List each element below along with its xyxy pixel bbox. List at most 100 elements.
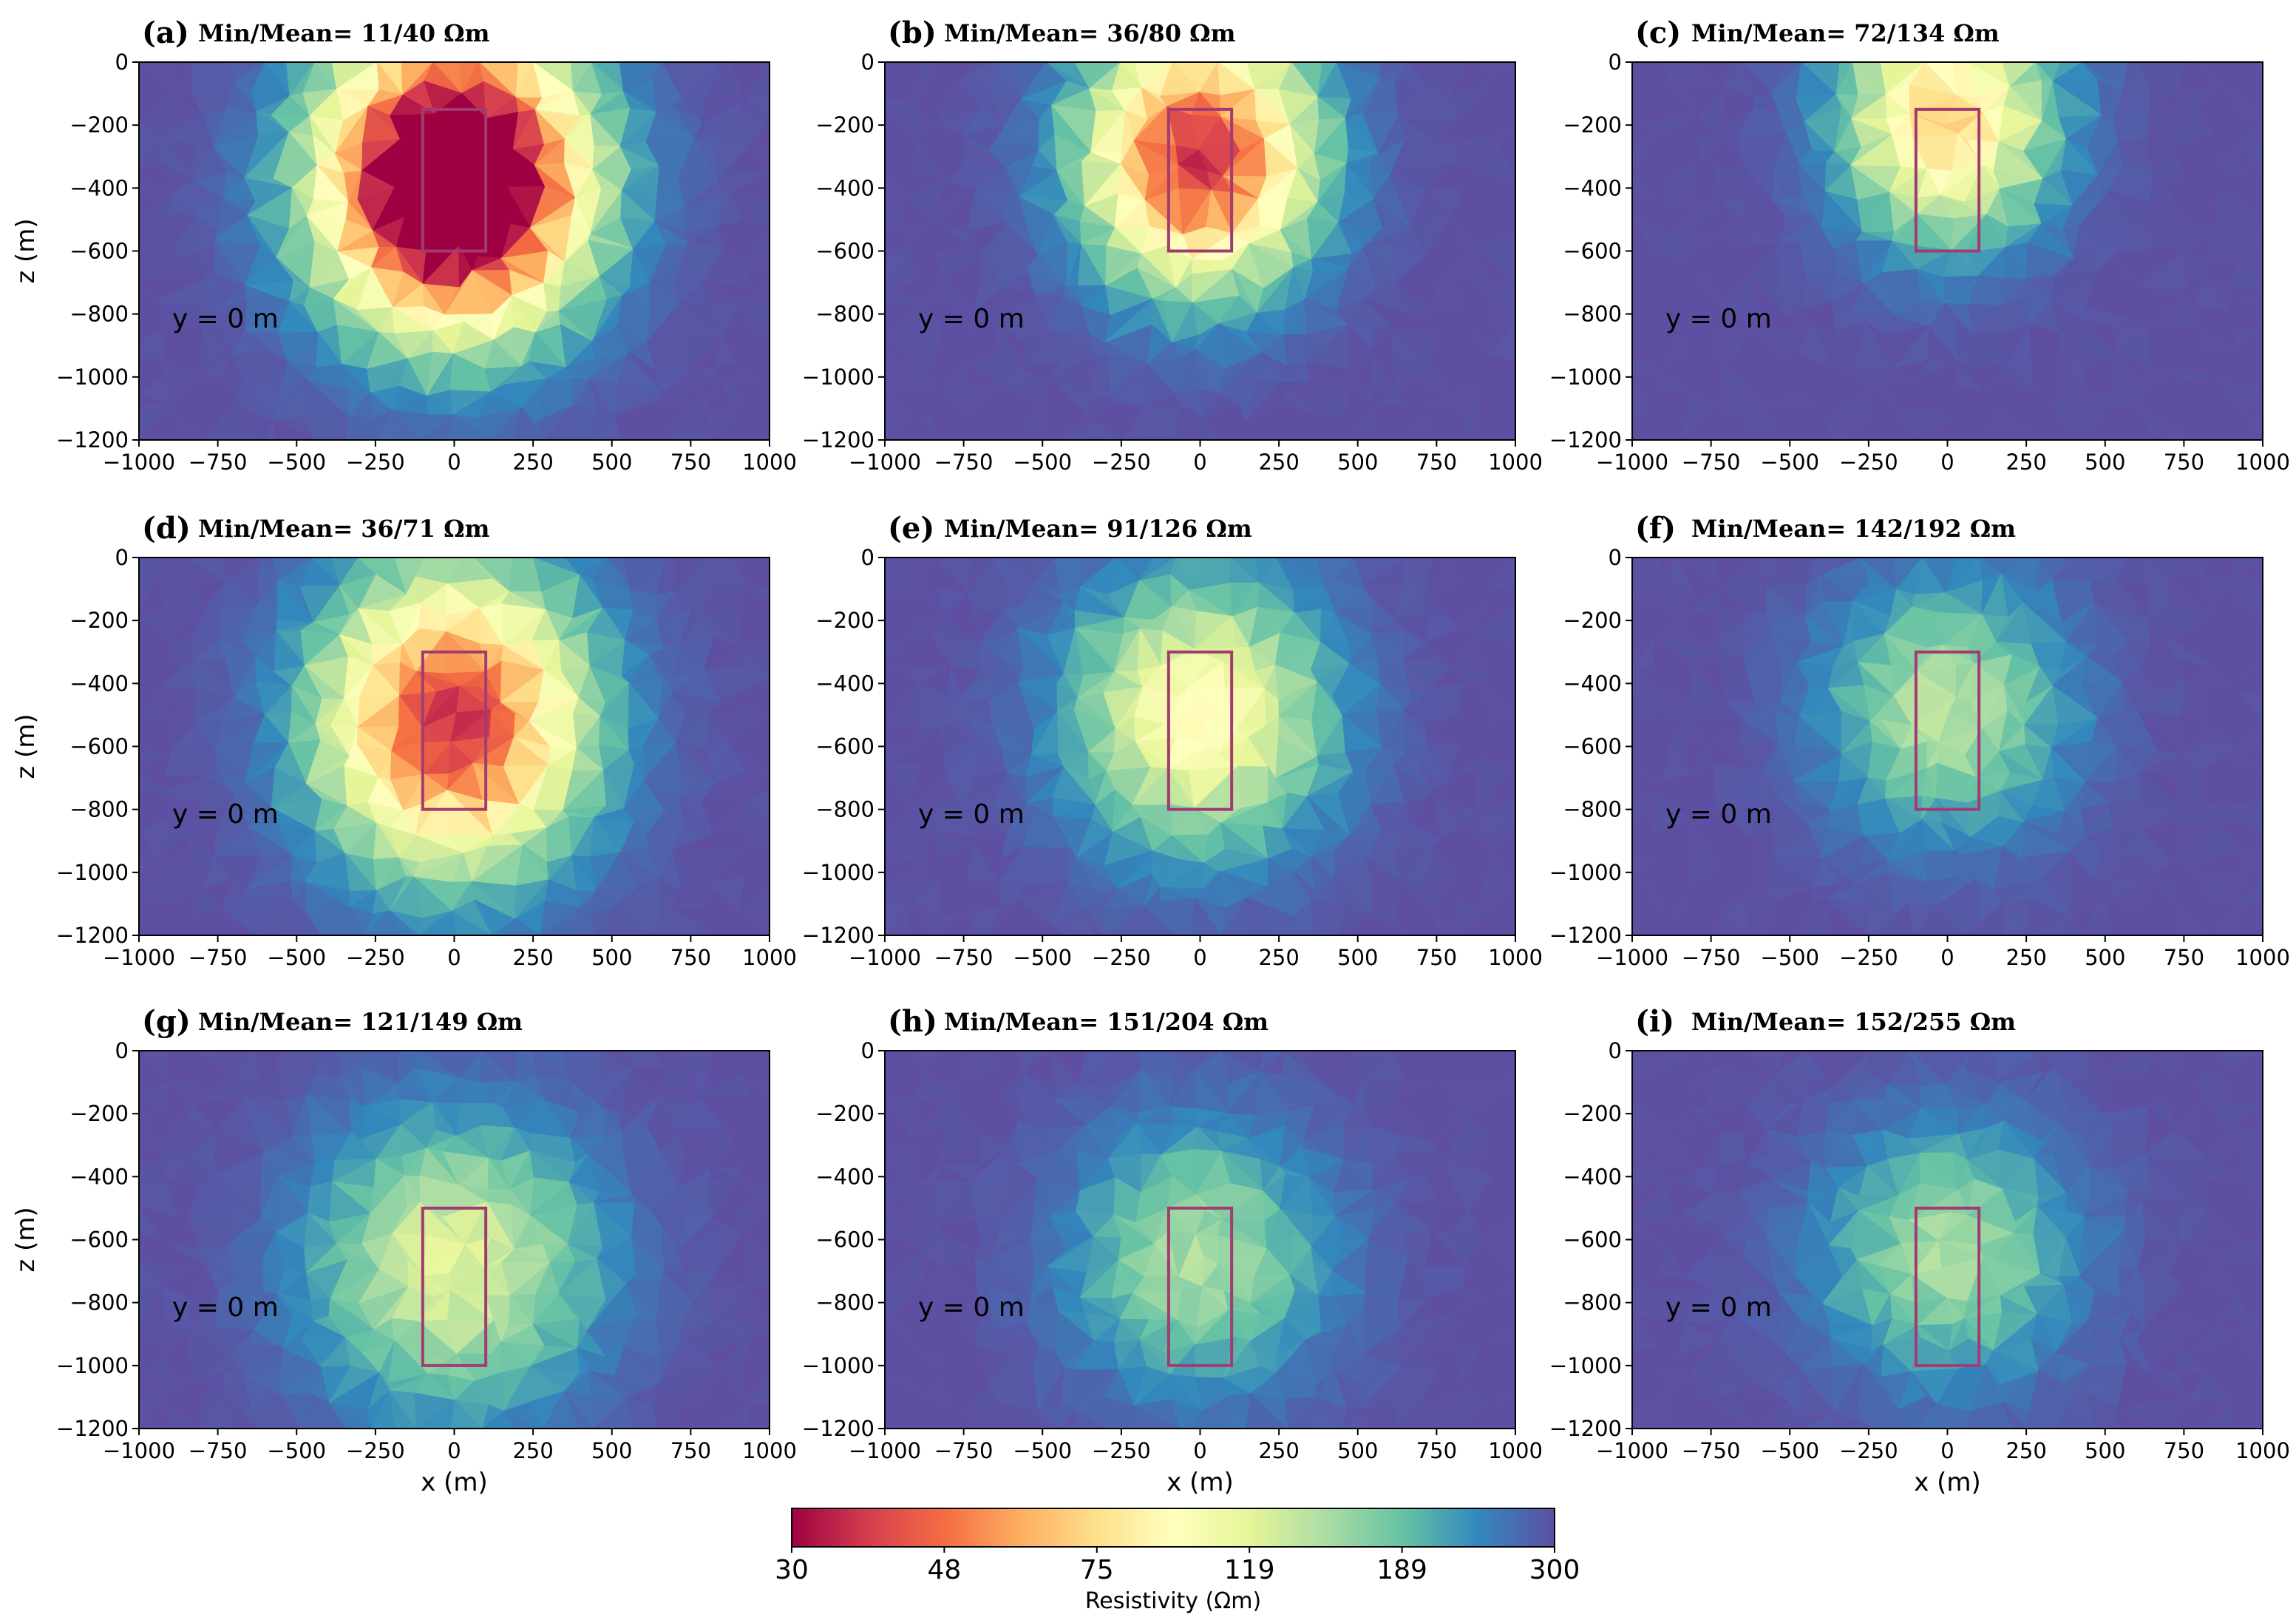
panel-label: (a) (142, 16, 189, 50)
x-tick-label: 1000 (742, 945, 797, 970)
y-tick-label: −200 (69, 112, 129, 138)
y-tick-label: −1000 (802, 860, 874, 885)
panel-title: Min/Mean= 121/149 Ωm (198, 1008, 523, 1036)
x-tick-label: 0 (447, 1438, 461, 1463)
mesh-cell (391, 409, 423, 440)
x-tick-label: 1000 (742, 450, 797, 475)
x-tick-label: −1000 (1596, 450, 1668, 475)
x-tick-label: 1000 (1488, 945, 1543, 970)
panel-label: (b) (888, 16, 937, 50)
y-tick-label: 0 (115, 1038, 129, 1063)
y-tick-label: −600 (69, 1227, 129, 1253)
resistivity-field (1632, 62, 2263, 440)
x-tick-label: −500 (1760, 945, 1819, 970)
y-tick-label: −200 (69, 1101, 129, 1126)
x-tick-label: 1000 (2235, 450, 2290, 475)
x-tick-label: 250 (2005, 945, 2046, 970)
mesh-cell (1310, 413, 1352, 440)
mesh-cell (1484, 912, 1515, 935)
mesh-cell (223, 1392, 263, 1429)
mesh-cell (503, 1410, 544, 1429)
y-tick-label: −800 (69, 797, 129, 822)
mesh-cell (1433, 910, 1461, 935)
y-tick-label: −1000 (56, 1353, 129, 1378)
mesh-cell (2166, 420, 2197, 440)
x-tick-label: 500 (1337, 945, 1378, 970)
panel-title: Min/Mean= 91/126 Ωm (944, 515, 1252, 543)
y-tick-label: −400 (69, 175, 129, 200)
mesh-cell (2108, 900, 2139, 935)
y-tick-label: −800 (69, 302, 129, 327)
profile-annotation: y = 0 m (918, 799, 1025, 830)
mesh-cell (571, 907, 595, 935)
target-box (421, 107, 488, 253)
mesh-cell (280, 1394, 301, 1429)
y-tick-label: −400 (815, 175, 874, 200)
mesh-cell (345, 416, 378, 440)
y-tick-label: −1200 (56, 1416, 129, 1441)
panel-e: −1000 −750 −500 −250 0 250 500 750 10000−200−400… (802, 511, 1543, 970)
mesh-cell (450, 1399, 483, 1429)
x-tick-label: 250 (512, 1438, 553, 1463)
y-tick-label: −1000 (1549, 365, 1622, 390)
panel-c: −1000 −750 −500 −250 0 250 500 750 10000−200−400… (1549, 16, 2290, 475)
mesh-cell (158, 1400, 200, 1429)
x-tick-label: −750 (188, 945, 248, 970)
mesh-cell (1892, 412, 1912, 440)
y-tick-label: −1200 (1549, 923, 1622, 948)
resistivity-field (885, 1051, 1515, 1429)
mesh-cell (273, 419, 315, 440)
y-tick-label: −400 (69, 1164, 129, 1189)
mesh-cell (1018, 898, 1064, 935)
mesh-cell (2108, 409, 2156, 440)
panel-label: (e) (888, 511, 934, 546)
x-tick-label: 500 (591, 1438, 632, 1463)
mesh-cell (1246, 896, 1277, 935)
y-tick-label: −400 (1563, 175, 1622, 200)
mesh-cell (1713, 911, 1752, 935)
y-tick-label: −1200 (802, 427, 874, 453)
y-tick-label: −200 (815, 608, 874, 633)
y-tick-label: −800 (69, 1290, 129, 1315)
y-axis-label: z (m) (11, 1207, 41, 1272)
x-tick-label: −250 (1839, 450, 1898, 475)
panel-label: (d) (142, 511, 191, 546)
mesh-cell (1764, 404, 1796, 440)
mesh-cell (1937, 419, 1986, 440)
mesh-cell (1937, 904, 1967, 935)
mesh-cell (514, 407, 546, 440)
panel-h: −1000 −750 −500 −250 0 250 500 750 10000−200−400… (802, 1004, 1543, 1497)
x-tick-label: 250 (1258, 945, 1299, 970)
panel-a: −1000 −750 −500 −250 0 250 500 750 10000−200−400… (11, 16, 797, 475)
y-tick-label: −600 (69, 239, 129, 264)
mesh-cell (1373, 402, 1405, 440)
mesh-cell (1481, 413, 1515, 440)
mesh-cell (738, 413, 770, 440)
panel-f: −1000 −750 −500 −250 0 250 500 750 10000−200−400… (1549, 511, 2290, 970)
x-tick-label: −750 (934, 945, 994, 970)
panel-title: Min/Mean= 36/80 Ωm (944, 19, 1236, 47)
resistivity-field (885, 558, 1515, 935)
x-tick-label: −250 (346, 1438, 405, 1463)
y-tick-label: −200 (815, 112, 874, 138)
target-box (1166, 107, 1234, 253)
mesh-cell (1712, 408, 1741, 440)
x-tick-label: −1000 (103, 450, 175, 475)
x-tick-label: 0 (447, 945, 461, 970)
resistivity-field (139, 558, 770, 935)
profile-annotation: y = 0 m (918, 304, 1025, 334)
mesh-cell (389, 1390, 417, 1429)
x-tick-label: −500 (267, 450, 326, 475)
x-tick-label: −750 (188, 1438, 248, 1463)
x-tick-label: −1000 (1596, 945, 1668, 970)
panel-g: −1000 −750 −500 −250 0 250 500 750 10000−200−400… (11, 1004, 797, 1497)
y-tick-label: 0 (861, 545, 874, 570)
x-tick-label: 0 (1193, 450, 1206, 475)
mesh-cell (967, 912, 990, 935)
y-tick-label: −1200 (802, 923, 874, 948)
mesh-cell (2238, 907, 2263, 935)
mesh-cell (1133, 905, 1177, 935)
profile-annotation: y = 0 m (172, 1292, 279, 1323)
x-tick-label: −250 (346, 450, 405, 475)
y-tick-label: −800 (1563, 797, 1622, 822)
